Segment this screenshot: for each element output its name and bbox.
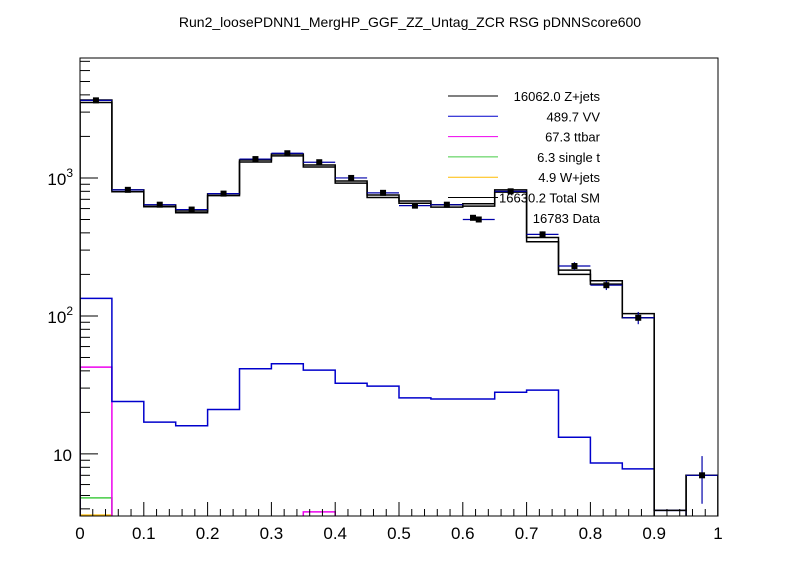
x-tick-label: 0.2: [196, 524, 220, 543]
y-tick-exponent: 2: [66, 304, 73, 318]
data-point: [603, 282, 610, 289]
legend: 16062.0 Z+jets 489.7 VV 67.3 ttbar 6.3 sing…: [448, 89, 601, 226]
y-tick-base: 10: [47, 308, 66, 327]
data-point: [380, 189, 387, 196]
data-point: [252, 156, 259, 163]
legend-label: 489.7 VV: [547, 109, 601, 124]
data-point: [571, 263, 578, 270]
y-tick-label: 102: [47, 304, 73, 327]
data-point: [316, 159, 323, 166]
data-point: [92, 97, 99, 104]
x-tick-label: 0.1: [132, 524, 156, 543]
data-point: [411, 202, 418, 209]
legend-label: 6.3 single t: [537, 150, 600, 165]
data-point: [539, 231, 546, 238]
y-tick-exponent: 3: [66, 166, 73, 180]
data-point: [156, 201, 163, 208]
data-point: [635, 314, 642, 321]
legend-label: 67.3 ttbar: [545, 130, 601, 145]
x-tick-label: 0.7: [515, 524, 539, 543]
legend-label: 16630.2 Total SM: [499, 191, 600, 206]
data-point: [443, 201, 450, 208]
x-tick-label: 0.4: [323, 524, 347, 543]
legend-marker: [470, 214, 476, 221]
legend-label: 16783 Data: [533, 211, 601, 226]
y-tick-base: 10: [47, 170, 66, 189]
y-tick-label: 10: [53, 446, 72, 465]
data-point: [348, 174, 355, 181]
x-tick-label: 0.6: [451, 524, 475, 543]
x-tick-label: 0.5: [387, 524, 411, 543]
x-tick-label: 1: [713, 524, 722, 543]
histograms: [80, 97, 718, 516]
x-tick-label: 0: [75, 524, 84, 543]
y-tick-label: 103: [47, 166, 73, 189]
data-point: [124, 186, 131, 193]
data-point: [220, 190, 227, 197]
x-tick-label: 0.3: [260, 524, 284, 543]
plot-content: [80, 97, 718, 516]
legend-label: 16062.0 Z+jets: [514, 89, 601, 104]
chart-title: Run2_loosePDNN1_MergHP_GGF_ZZ_Untag_ZCR …: [179, 14, 641, 30]
data-point: [699, 472, 706, 479]
data-point: [188, 206, 195, 213]
data-point: [507, 188, 514, 195]
x-axis: 0 0.1 0.2 0.3 0.4 0.5 0.6 0.7 0.8 0.9 1: [75, 502, 723, 543]
series-vv-step: [80, 297, 687, 516]
total-sm-step: [80, 99, 718, 516]
x-tick-label: 0.8: [579, 524, 603, 543]
x-tick-label: 0.9: [642, 524, 666, 543]
legend-label: 4.9 W+jets: [538, 170, 600, 185]
data-point: [284, 150, 291, 157]
data-point: [475, 216, 482, 223]
